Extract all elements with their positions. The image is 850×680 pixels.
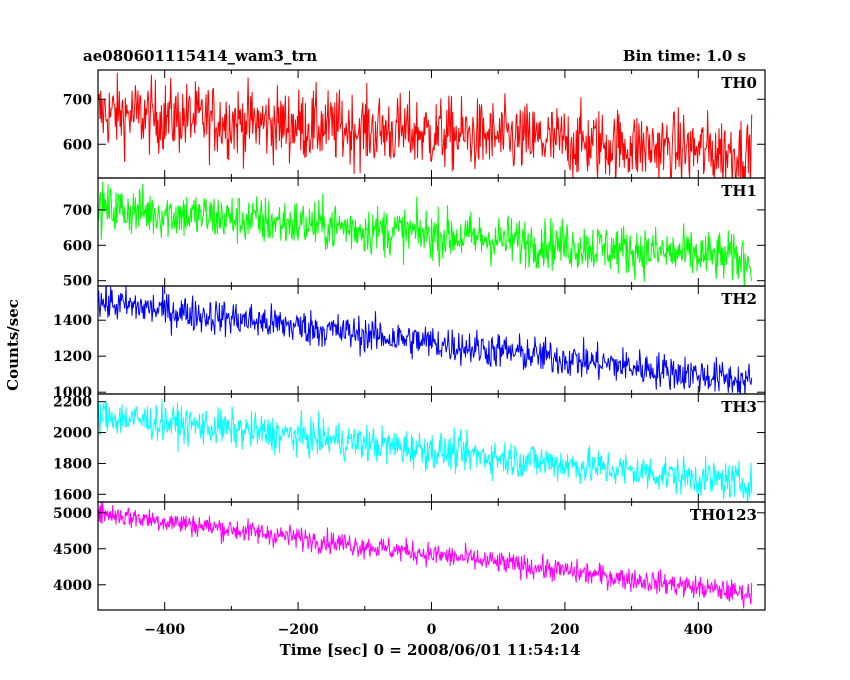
panel-label: TH0123 — [690, 506, 757, 524]
panel-label: TH1 — [721, 182, 757, 200]
series-th0 — [98, 72, 753, 178]
y-tick-label: 700 — [63, 203, 92, 219]
y-tick-label: 1400 — [53, 313, 92, 329]
y-tick-label: 4000 — [53, 578, 92, 594]
panel-th2: 1000 1200 1400 TH2 — [53, 285, 766, 401]
y-tick-label: 5000 — [53, 506, 92, 522]
panel-label: TH2 — [721, 290, 757, 308]
y-tick-label: 600 — [63, 137, 92, 153]
y-tick-label: 1600 — [53, 487, 92, 503]
y-tick-label: 600 — [63, 238, 92, 254]
y-tick-label: 500 — [63, 274, 92, 290]
panel-th0123: 4000 4500 5000 TH0123 — [53, 501, 766, 611]
y-tick-label: 4500 — [53, 542, 92, 558]
y-tick-label: 700 — [63, 92, 92, 108]
chart-title: ae080601115414_wam3_trn — [83, 47, 317, 65]
x-tick-label: −200 — [278, 622, 319, 638]
panel-th1: 500 600 700 TH1 — [63, 177, 766, 290]
x-tick-label: 400 — [684, 622, 713, 638]
panels-layer: 600 700 TH0 500 600 700 TH1 1000 1200 1400 TH2 1600… — [53, 69, 766, 638]
panel-label: TH3 — [721, 398, 757, 416]
x-axis-label: Time [sec] 0 = 2008/06/01 11:54:14 — [280, 641, 581, 659]
panel-th0: 600 700 TH0 — [63, 69, 766, 179]
y-tick-label: 1000 — [53, 385, 92, 401]
y-tick-label: 2200 — [53, 395, 92, 411]
series-th2 — [98, 286, 753, 394]
y-tick-label: 2000 — [53, 426, 92, 442]
x-tick-label: 200 — [550, 622, 579, 638]
y-tick-label: 1200 — [53, 349, 92, 365]
panel-label: TH0 — [721, 74, 757, 92]
y-tick-label: 1800 — [53, 456, 92, 472]
series-th1 — [98, 181, 753, 286]
series-th3 — [98, 399, 753, 502]
y-axis-label: Counts/sec — [4, 299, 22, 391]
panel-th3: 1600 1800 2000 2200 TH3 — [53, 393, 766, 503]
x-tick-label: 0 — [427, 622, 437, 638]
x-tick-label: −400 — [144, 622, 185, 638]
series-th0123 — [98, 502, 753, 609]
bin-time-label: Bin time: 1.0 s — [623, 47, 746, 65]
